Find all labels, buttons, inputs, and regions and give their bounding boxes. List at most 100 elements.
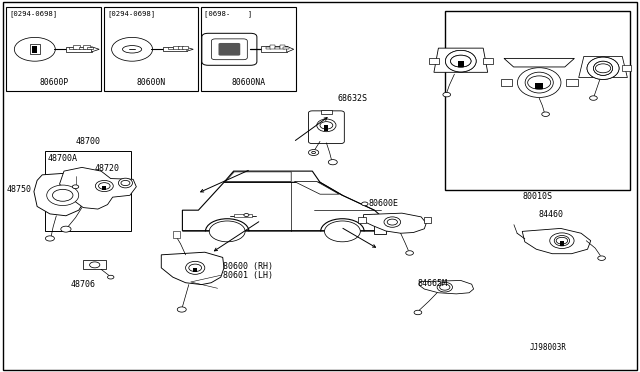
Polygon shape — [579, 57, 627, 78]
Polygon shape — [287, 46, 294, 52]
Text: 48706: 48706 — [70, 280, 95, 289]
Circle shape — [598, 256, 605, 260]
Text: [0294-0698]: [0294-0698] — [10, 10, 58, 17]
Polygon shape — [187, 47, 193, 51]
Text: 48720: 48720 — [95, 164, 120, 173]
Circle shape — [362, 202, 368, 206]
Circle shape — [440, 284, 450, 290]
Bar — [324, 125, 328, 131]
Circle shape — [189, 264, 202, 272]
Bar — [69, 46, 76, 49]
Text: 80600N: 80600N — [136, 78, 166, 87]
Polygon shape — [434, 48, 488, 72]
Circle shape — [209, 221, 245, 242]
Ellipse shape — [437, 282, 452, 292]
Polygon shape — [504, 58, 575, 67]
Bar — [483, 58, 493, 64]
Circle shape — [90, 262, 100, 268]
Polygon shape — [161, 252, 224, 285]
Bar — [535, 83, 543, 89]
Bar — [173, 46, 179, 49]
Bar — [83, 45, 90, 49]
Circle shape — [556, 237, 568, 244]
Polygon shape — [224, 171, 320, 182]
Bar — [102, 186, 106, 190]
Text: 80600P: 80600P — [39, 78, 68, 87]
Bar — [566, 79, 577, 86]
Ellipse shape — [587, 57, 619, 80]
Ellipse shape — [47, 185, 79, 205]
Circle shape — [244, 214, 249, 217]
Text: 68632S: 68632S — [337, 94, 367, 103]
Circle shape — [14, 37, 55, 61]
Bar — [6, 7, 101, 91]
Circle shape — [527, 76, 550, 89]
Bar — [173, 231, 180, 238]
Circle shape — [328, 160, 337, 165]
Bar — [83, 260, 106, 269]
Text: 48700: 48700 — [76, 137, 100, 146]
Ellipse shape — [118, 178, 132, 188]
Circle shape — [541, 112, 549, 116]
Circle shape — [111, 37, 152, 61]
Ellipse shape — [525, 72, 553, 93]
Bar — [168, 47, 173, 49]
Circle shape — [177, 307, 186, 312]
Circle shape — [595, 64, 611, 73]
FancyBboxPatch shape — [308, 111, 344, 144]
Bar — [32, 45, 37, 53]
Ellipse shape — [593, 61, 612, 76]
FancyBboxPatch shape — [218, 43, 240, 55]
FancyBboxPatch shape — [211, 39, 247, 60]
Circle shape — [121, 180, 130, 186]
Circle shape — [589, 96, 597, 100]
Ellipse shape — [517, 68, 561, 97]
Bar — [104, 7, 198, 91]
Polygon shape — [522, 228, 591, 254]
Polygon shape — [225, 172, 291, 182]
FancyBboxPatch shape — [202, 33, 257, 65]
Ellipse shape — [550, 233, 574, 248]
Circle shape — [45, 236, 54, 241]
Bar — [429, 58, 439, 64]
Ellipse shape — [445, 50, 476, 72]
Text: [0294-0698]: [0294-0698] — [107, 10, 155, 17]
Bar — [358, 217, 366, 223]
Ellipse shape — [593, 61, 612, 76]
Circle shape — [108, 275, 114, 279]
Bar — [321, 110, 332, 114]
Bar — [266, 46, 271, 48]
Circle shape — [324, 221, 360, 242]
Bar — [234, 214, 252, 217]
Ellipse shape — [95, 180, 113, 192]
Text: 80600NA: 80600NA — [231, 78, 266, 87]
Circle shape — [320, 122, 333, 129]
Circle shape — [451, 55, 471, 67]
Circle shape — [312, 151, 316, 154]
Bar — [163, 47, 187, 51]
Circle shape — [99, 183, 110, 189]
Bar — [458, 61, 464, 67]
Circle shape — [308, 150, 319, 155]
Polygon shape — [294, 182, 339, 194]
Text: JJ98003R: JJ98003R — [530, 343, 567, 352]
Bar — [424, 217, 431, 223]
Circle shape — [443, 92, 451, 97]
Polygon shape — [34, 173, 88, 216]
Ellipse shape — [587, 57, 619, 80]
Bar — [201, 7, 296, 91]
Ellipse shape — [186, 261, 205, 275]
Text: 80010S: 80010S — [523, 192, 552, 201]
Circle shape — [451, 55, 471, 67]
Circle shape — [61, 226, 71, 232]
Bar — [275, 46, 280, 48]
Text: 48700A: 48700A — [47, 154, 77, 163]
Ellipse shape — [384, 217, 401, 227]
Polygon shape — [92, 46, 99, 52]
Text: 80600E: 80600E — [369, 199, 399, 208]
Bar — [280, 45, 285, 48]
Bar — [284, 46, 289, 48]
Circle shape — [387, 219, 397, 225]
Circle shape — [414, 310, 422, 315]
Bar — [374, 214, 386, 234]
